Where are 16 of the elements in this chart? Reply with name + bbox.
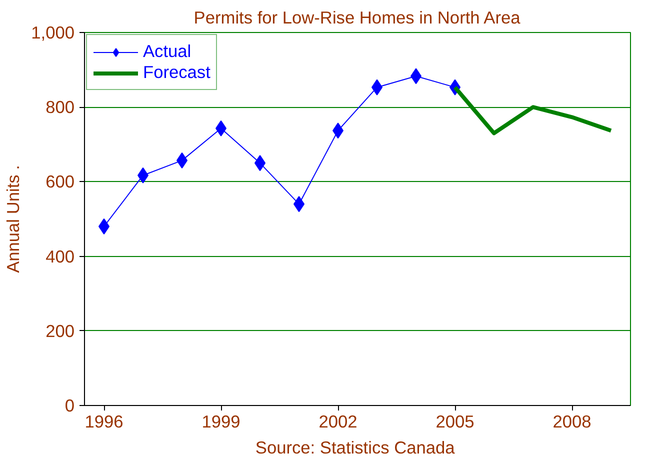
x-tick-label: 2005 <box>436 412 474 432</box>
y-tick-label: 400 <box>46 246 75 266</box>
y-tick-label: 0 <box>64 396 75 416</box>
y-tick-label: 600 <box>46 172 75 192</box>
x-tick-label: 1999 <box>202 412 240 432</box>
x-tick-label: 1996 <box>84 412 124 432</box>
x-tick-label: 2008 <box>552 412 592 432</box>
y-tick-label: 200 <box>46 320 75 341</box>
source-note: Source: Statistics Canada <box>255 438 456 458</box>
chart-title: Permits for Low-Rise Homes in North Area <box>194 8 521 28</box>
y-tick-label: 800 <box>46 97 75 118</box>
legend-label: Actual <box>143 41 192 62</box>
legend-label: Forecast <box>143 62 210 83</box>
y-axis-title: Annual Units . <box>3 165 24 273</box>
x-tick-label: 2002 <box>318 412 358 432</box>
y-tick-label: 1,000 <box>31 22 75 42</box>
